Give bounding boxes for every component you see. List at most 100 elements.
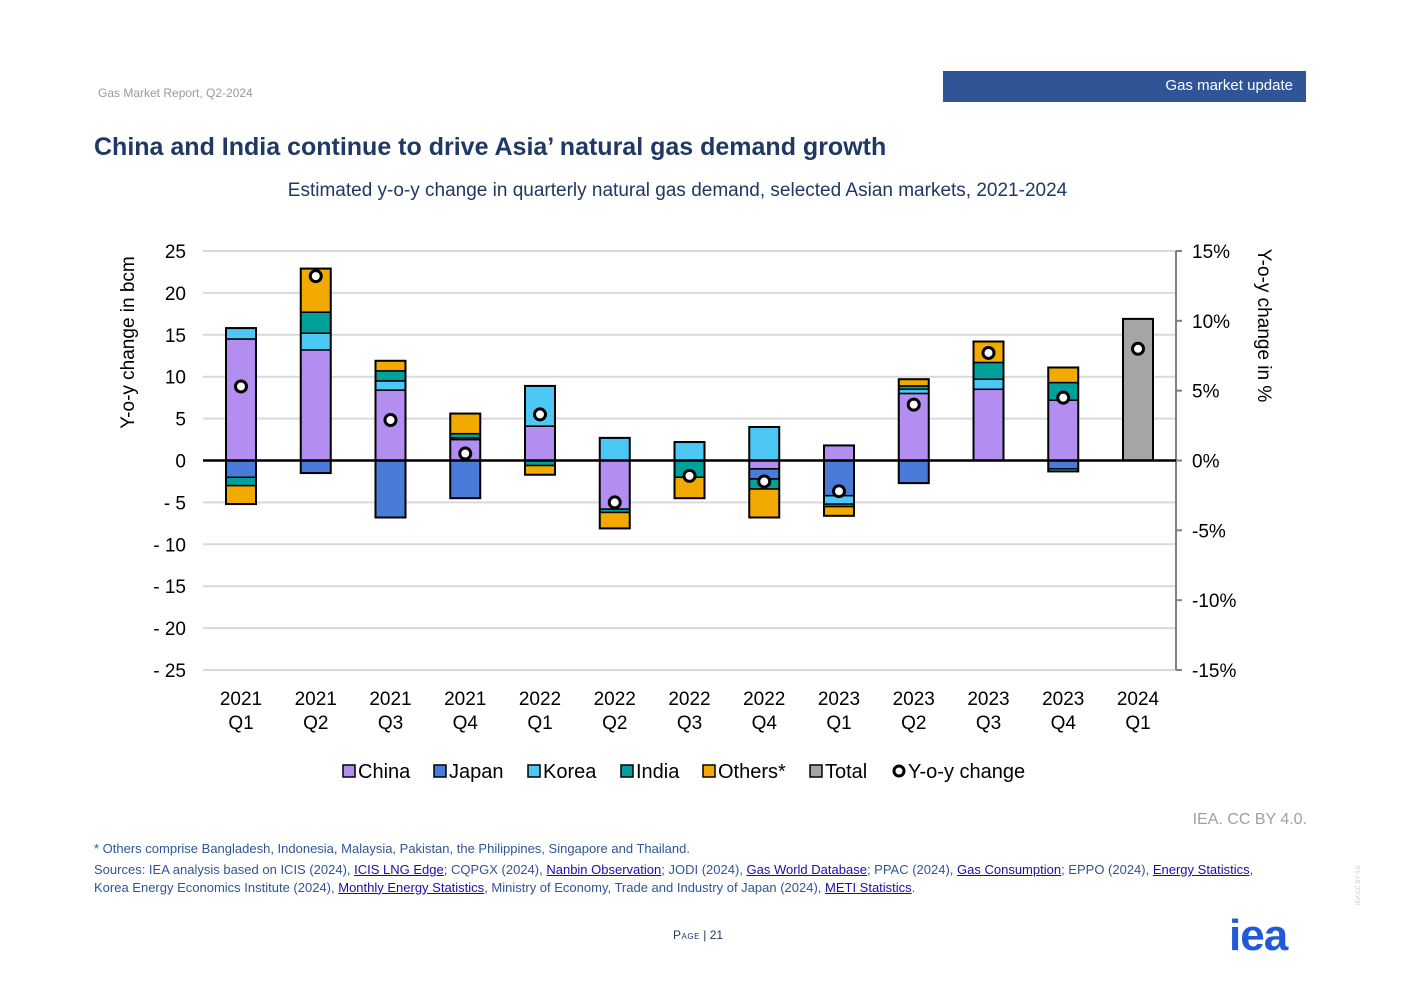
legend-label: India [636, 761, 680, 783]
sources-text: , Korea Energy Economics Institute (2024… [94, 862, 1254, 895]
bar-segment-others [898, 378, 930, 387]
y2-tick-label: 15% [1192, 242, 1230, 263]
bar-outline [598, 436, 631, 530]
bar-segment-others [449, 412, 481, 435]
bars [225, 267, 1154, 530]
bar-segment-india [374, 370, 407, 382]
iea-logo: iea [1229, 918, 1290, 954]
y2-tick-label: -15% [1192, 661, 1236, 682]
x-tick-label-quarter: Q2 [303, 713, 328, 734]
bar-segment-others [524, 464, 556, 476]
page-title: China and India continue to drive Asia’ … [94, 133, 887, 161]
page-separator: | [699, 928, 710, 942]
link-monthly-energy-statistics[interactable]: Monthly Energy Statistics [338, 879, 485, 895]
page-number-value: 21 [709, 928, 724, 942]
bar-segment-korea [300, 332, 332, 351]
bar-outline [299, 267, 332, 475]
bar-segment-china [972, 388, 1005, 462]
legend-swatch [342, 764, 356, 778]
yoy-change-marker [308, 269, 323, 284]
legend-swatch [620, 764, 634, 778]
bar-segment-korea [599, 437, 631, 462]
x-tick-label-year: 2021 [295, 689, 337, 710]
bar-segment-japan [898, 459, 930, 484]
link-nanbin-observation[interactable]: Nanbin Observation [546, 862, 662, 877]
x-tick-label-year: 2022 [519, 689, 561, 710]
y-tick-label: 15 [165, 326, 186, 347]
bar-segment-china [524, 425, 556, 462]
x-tick-label-quarter: Q2 [602, 713, 627, 734]
y-tick-label: 0 [175, 452, 186, 473]
x-tick-label-quarter: Q1 [826, 713, 851, 734]
link-icis-lng-edge[interactable]: ICIS LNG Edge [354, 862, 444, 877]
bar-segment-japan [1047, 459, 1079, 470]
y-tick-label: 20 [165, 284, 186, 305]
legend-swatch [702, 764, 716, 778]
bar-segment-japan [374, 459, 407, 519]
bar-outline [449, 412, 482, 500]
bar-segment-others [1047, 366, 1079, 384]
x-tick-label-year: 2023 [1042, 689, 1084, 710]
x-tick-label-quarter: Q3 [976, 713, 1001, 734]
bar-segment-korea [374, 380, 407, 391]
credit: IEA. CC BY 4.0. [1192, 811, 1307, 828]
bar-outline [823, 444, 855, 517]
sources-text: , Ministry of Economy, Trade and Industr… [484, 879, 825, 895]
bar-segment-korea [225, 327, 257, 340]
bar-segment-china [748, 459, 780, 470]
bar-segment-korea [972, 378, 1005, 391]
bar-segment-china [1047, 399, 1079, 462]
y-tick-label: - 20 [153, 619, 186, 640]
vertical-note: IEA CC BY 4.0 [1356, 865, 1362, 905]
yoy-change-marker [533, 407, 547, 422]
legend-label: Total [825, 761, 867, 783]
x-tick-label-quarter: Q4 [752, 713, 778, 734]
bar-segment-china [823, 444, 855, 462]
yoy-change-marker [906, 397, 921, 412]
link-energy-statistics[interactable]: Energy Statistics [1152, 862, 1250, 877]
link-meti-statistics[interactable]: METI Statistics [825, 879, 912, 895]
y-tick-label: - 5 [164, 493, 186, 514]
link-gas-consumption[interactable]: Gas Consumption [957, 862, 1062, 877]
axes [203, 250, 1182, 671]
x-tick-label-quarter: Q4 [453, 713, 479, 734]
bar-segment-others [748, 488, 780, 519]
x-tick-label-year: 2024 [1117, 689, 1160, 710]
bar-segment-india [972, 361, 1005, 380]
y-tick-label: 5 [175, 410, 186, 431]
x-tick-label-quarter: Q3 [378, 713, 403, 734]
y-tick-label: - 15 [153, 577, 186, 598]
bar-segment-others [225, 484, 257, 505]
legend-label: Others* [718, 761, 786, 783]
sources-text: ; JODI (2024), [661, 862, 747, 877]
y-tick-label: - 10 [153, 535, 186, 556]
link-gas-world-database[interactable]: Gas World Database [746, 862, 867, 877]
sources-text: Sources: IEA analysis based on ICIS (202… [94, 862, 355, 877]
x-tick-label-quarter: Q2 [901, 713, 926, 734]
bar-outline [524, 384, 556, 476]
bar-segment-india [300, 311, 332, 334]
yoy-change-marker [383, 412, 398, 427]
y2-axis-label: Y-o-y change in % [1253, 249, 1274, 403]
bar-segment-japan [225, 459, 257, 479]
x-tick-label-year: 2022 [594, 689, 636, 710]
x-tick-label-quarter: Q4 [1051, 713, 1077, 734]
x-tick-label-quarter: Q1 [1125, 713, 1150, 734]
gridlines [203, 250, 1176, 671]
x-tick-label-year: 2022 [743, 689, 785, 710]
yoy-markers [234, 269, 1145, 510]
x-tick-label-year: 2022 [668, 689, 710, 710]
report-label: Gas Market Report, Q2-2024 [98, 86, 253, 100]
yoy-change-marker [757, 474, 772, 489]
bar-segment-others [374, 360, 407, 372]
sources-text: ; EPPO (2024), [1061, 862, 1153, 877]
legend-swatch [433, 764, 447, 778]
sources: Sources: IEA analysis based on ICIS (202… [94, 861, 1284, 896]
sources-text: . [911, 879, 916, 895]
bar-outline [1047, 366, 1080, 473]
x-tick-label-year: 2021 [220, 689, 262, 710]
bar-segment-others [823, 505, 855, 517]
legend-label: Korea [543, 761, 597, 783]
bar-segment-total [1122, 318, 1154, 462]
y2-tick-label: 5% [1192, 382, 1220, 403]
